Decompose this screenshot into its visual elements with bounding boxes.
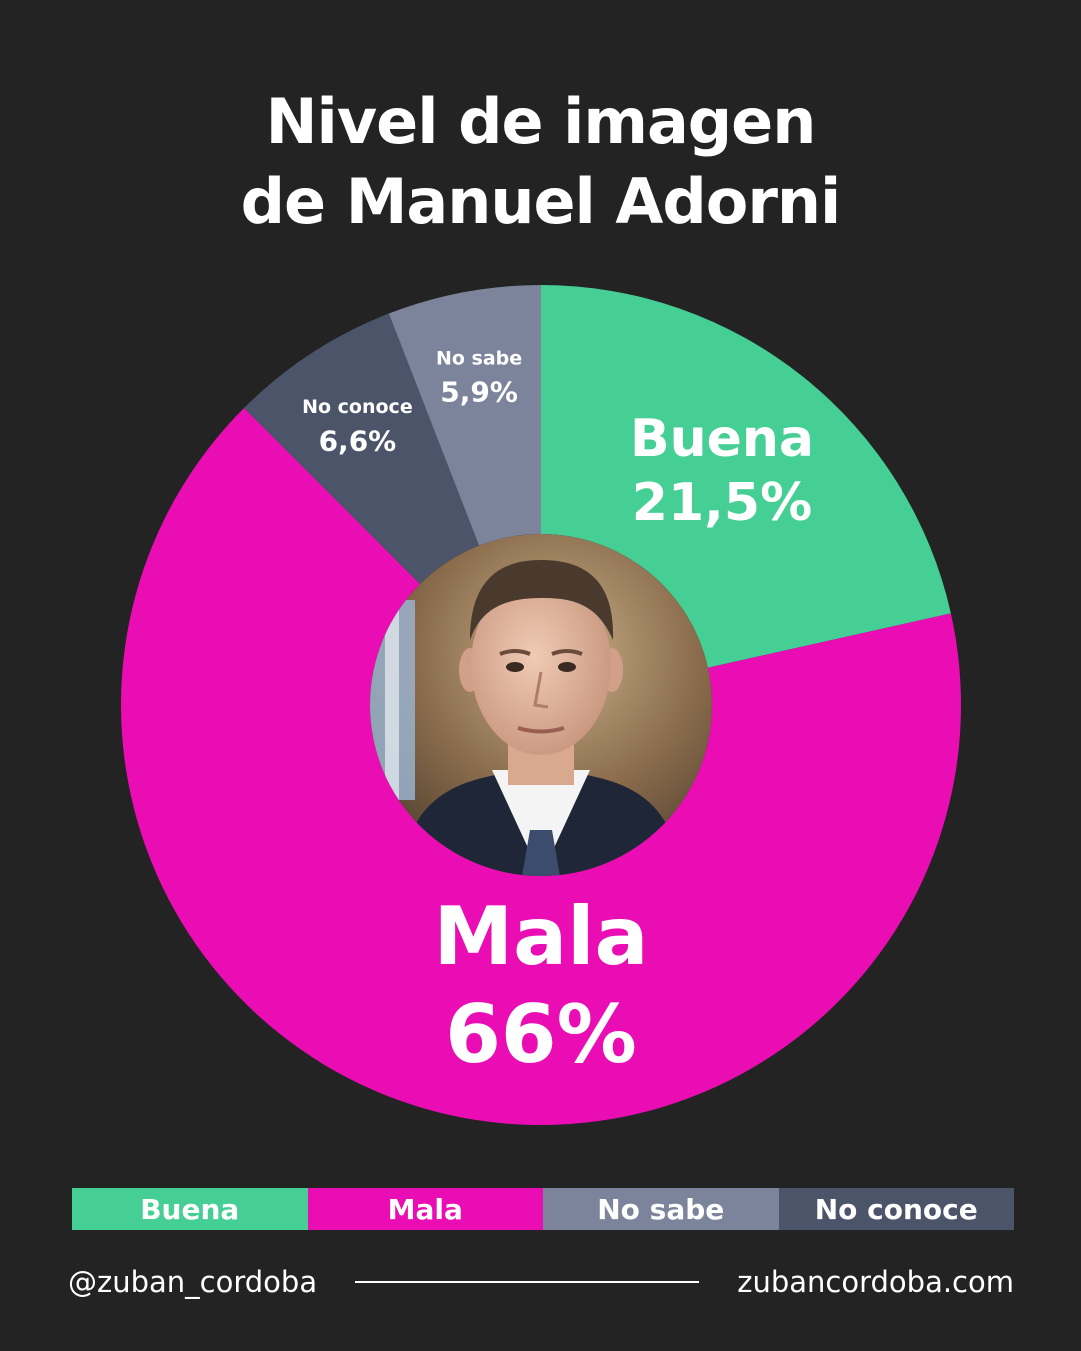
- slice-label-no-sabe: No sabe: [436, 347, 522, 369]
- slice-label-mala: Mala: [434, 890, 649, 983]
- social-handle: @zuban_cordoba: [68, 1265, 318, 1299]
- legend-item-mala: Mala: [307, 1188, 543, 1230]
- footer-divider: [355, 1281, 700, 1283]
- slice-value-mala: 66%: [445, 988, 636, 1081]
- slice-buena: [541, 285, 951, 668]
- chart-title-line-2: de Manuel Adorni: [240, 165, 842, 238]
- slice-label-buena: Buena: [630, 409, 814, 469]
- donut-slices: [121, 285, 961, 1125]
- chart-title: Nivel de imagen de Manuel Adorni: [0, 82, 1081, 242]
- legend-item-buena: Buena: [72, 1188, 308, 1230]
- slice-no-sabe: [388, 285, 541, 546]
- legend: Buena Mala No sabe No conoce: [72, 1188, 1014, 1230]
- chart-title-line-1: Nivel de imagen: [265, 85, 817, 158]
- slice-mala: [121, 408, 961, 1125]
- slice-value-no-sabe: 5,9%: [440, 376, 518, 409]
- website-link: zubancordoba.com: [737, 1265, 1014, 1299]
- legend-item-no-sabe: No sabe: [543, 1188, 779, 1230]
- legend-item-no-conoce: No conoce: [778, 1188, 1014, 1230]
- center-portrait: [370, 534, 712, 876]
- slice-value-no-conoce: 6,6%: [319, 424, 397, 457]
- footer: @zuban_cordoba zubancordoba.com: [68, 1260, 1014, 1304]
- slice-value-buena: 21,5%: [632, 473, 812, 533]
- slice-no-conoce: [244, 313, 480, 585]
- slice-label-no-conoce: No conoce: [302, 396, 413, 418]
